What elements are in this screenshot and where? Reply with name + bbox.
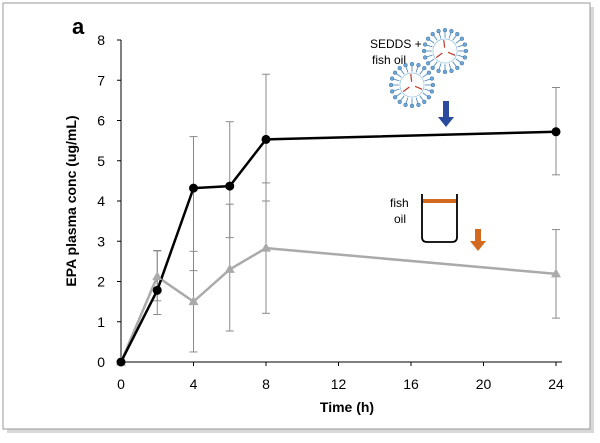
legend-sedds-label-line1: SEDDS + <box>370 37 422 51</box>
data-point <box>261 242 271 252</box>
data-point <box>224 263 235 273</box>
data-point <box>189 183 198 193</box>
figure-frame <box>2 2 591 430</box>
x-ticks: 0 4 8 12 16 20 24 <box>117 362 564 392</box>
series-line <box>119 130 557 363</box>
legend-sedds: SEDDS + fish oil <box>370 27 469 127</box>
data-point <box>152 271 163 281</box>
y-tick-label: 2 <box>97 274 105 290</box>
legend-oil-label-line1: fish <box>390 196 409 210</box>
x-axis-title: Time (h) <box>320 399 374 415</box>
y-tick-label: 6 <box>97 113 105 129</box>
micelle-icon <box>388 61 436 109</box>
legend-oil-label-line2: oil <box>394 212 406 226</box>
series-lines <box>119 130 557 363</box>
y-tick-label: 5 <box>97 153 105 169</box>
panel-label: a <box>72 14 85 39</box>
y-tick-label: 1 <box>97 314 105 330</box>
micelle-icons <box>388 27 469 109</box>
y-tick-label: 3 <box>97 233 105 249</box>
y-tick-label: 8 <box>97 32 105 48</box>
data-point <box>261 134 271 144</box>
legend-fish-oil: fish oil <box>390 194 486 251</box>
oil-arrow-icon <box>470 229 486 251</box>
y-tick-label: 0 <box>97 354 105 370</box>
y-tick-label: 4 <box>97 193 105 209</box>
y-ticks: 0 1 2 3 4 5 6 7 8 <box>97 32 121 370</box>
data-point <box>116 357 126 367</box>
data-point <box>551 268 561 278</box>
legend-sedds-label-line2: fish oil <box>372 53 406 67</box>
data-point <box>152 285 162 295</box>
micelle-icon <box>421 27 469 75</box>
data-point <box>188 296 199 306</box>
x-tick-label: 8 <box>262 376 270 392</box>
data-point <box>225 181 235 191</box>
x-tick-label: 20 <box>476 376 492 392</box>
x-tick-label: 0 <box>117 376 125 392</box>
beaker-icon <box>421 194 458 243</box>
x-tick-label: 4 <box>190 376 198 392</box>
x-tick-label: 16 <box>403 376 419 392</box>
series-line <box>119 246 557 363</box>
x-tick-label: 12 <box>331 376 347 392</box>
y-tick-label: 7 <box>97 72 105 88</box>
y-axis-title: EPA plasma conc (ug/mL) <box>63 115 79 286</box>
data-point <box>551 127 561 137</box>
series-markers <box>116 127 561 367</box>
x-tick-label: 24 <box>548 376 564 392</box>
sedds-arrow-icon <box>438 101 454 127</box>
